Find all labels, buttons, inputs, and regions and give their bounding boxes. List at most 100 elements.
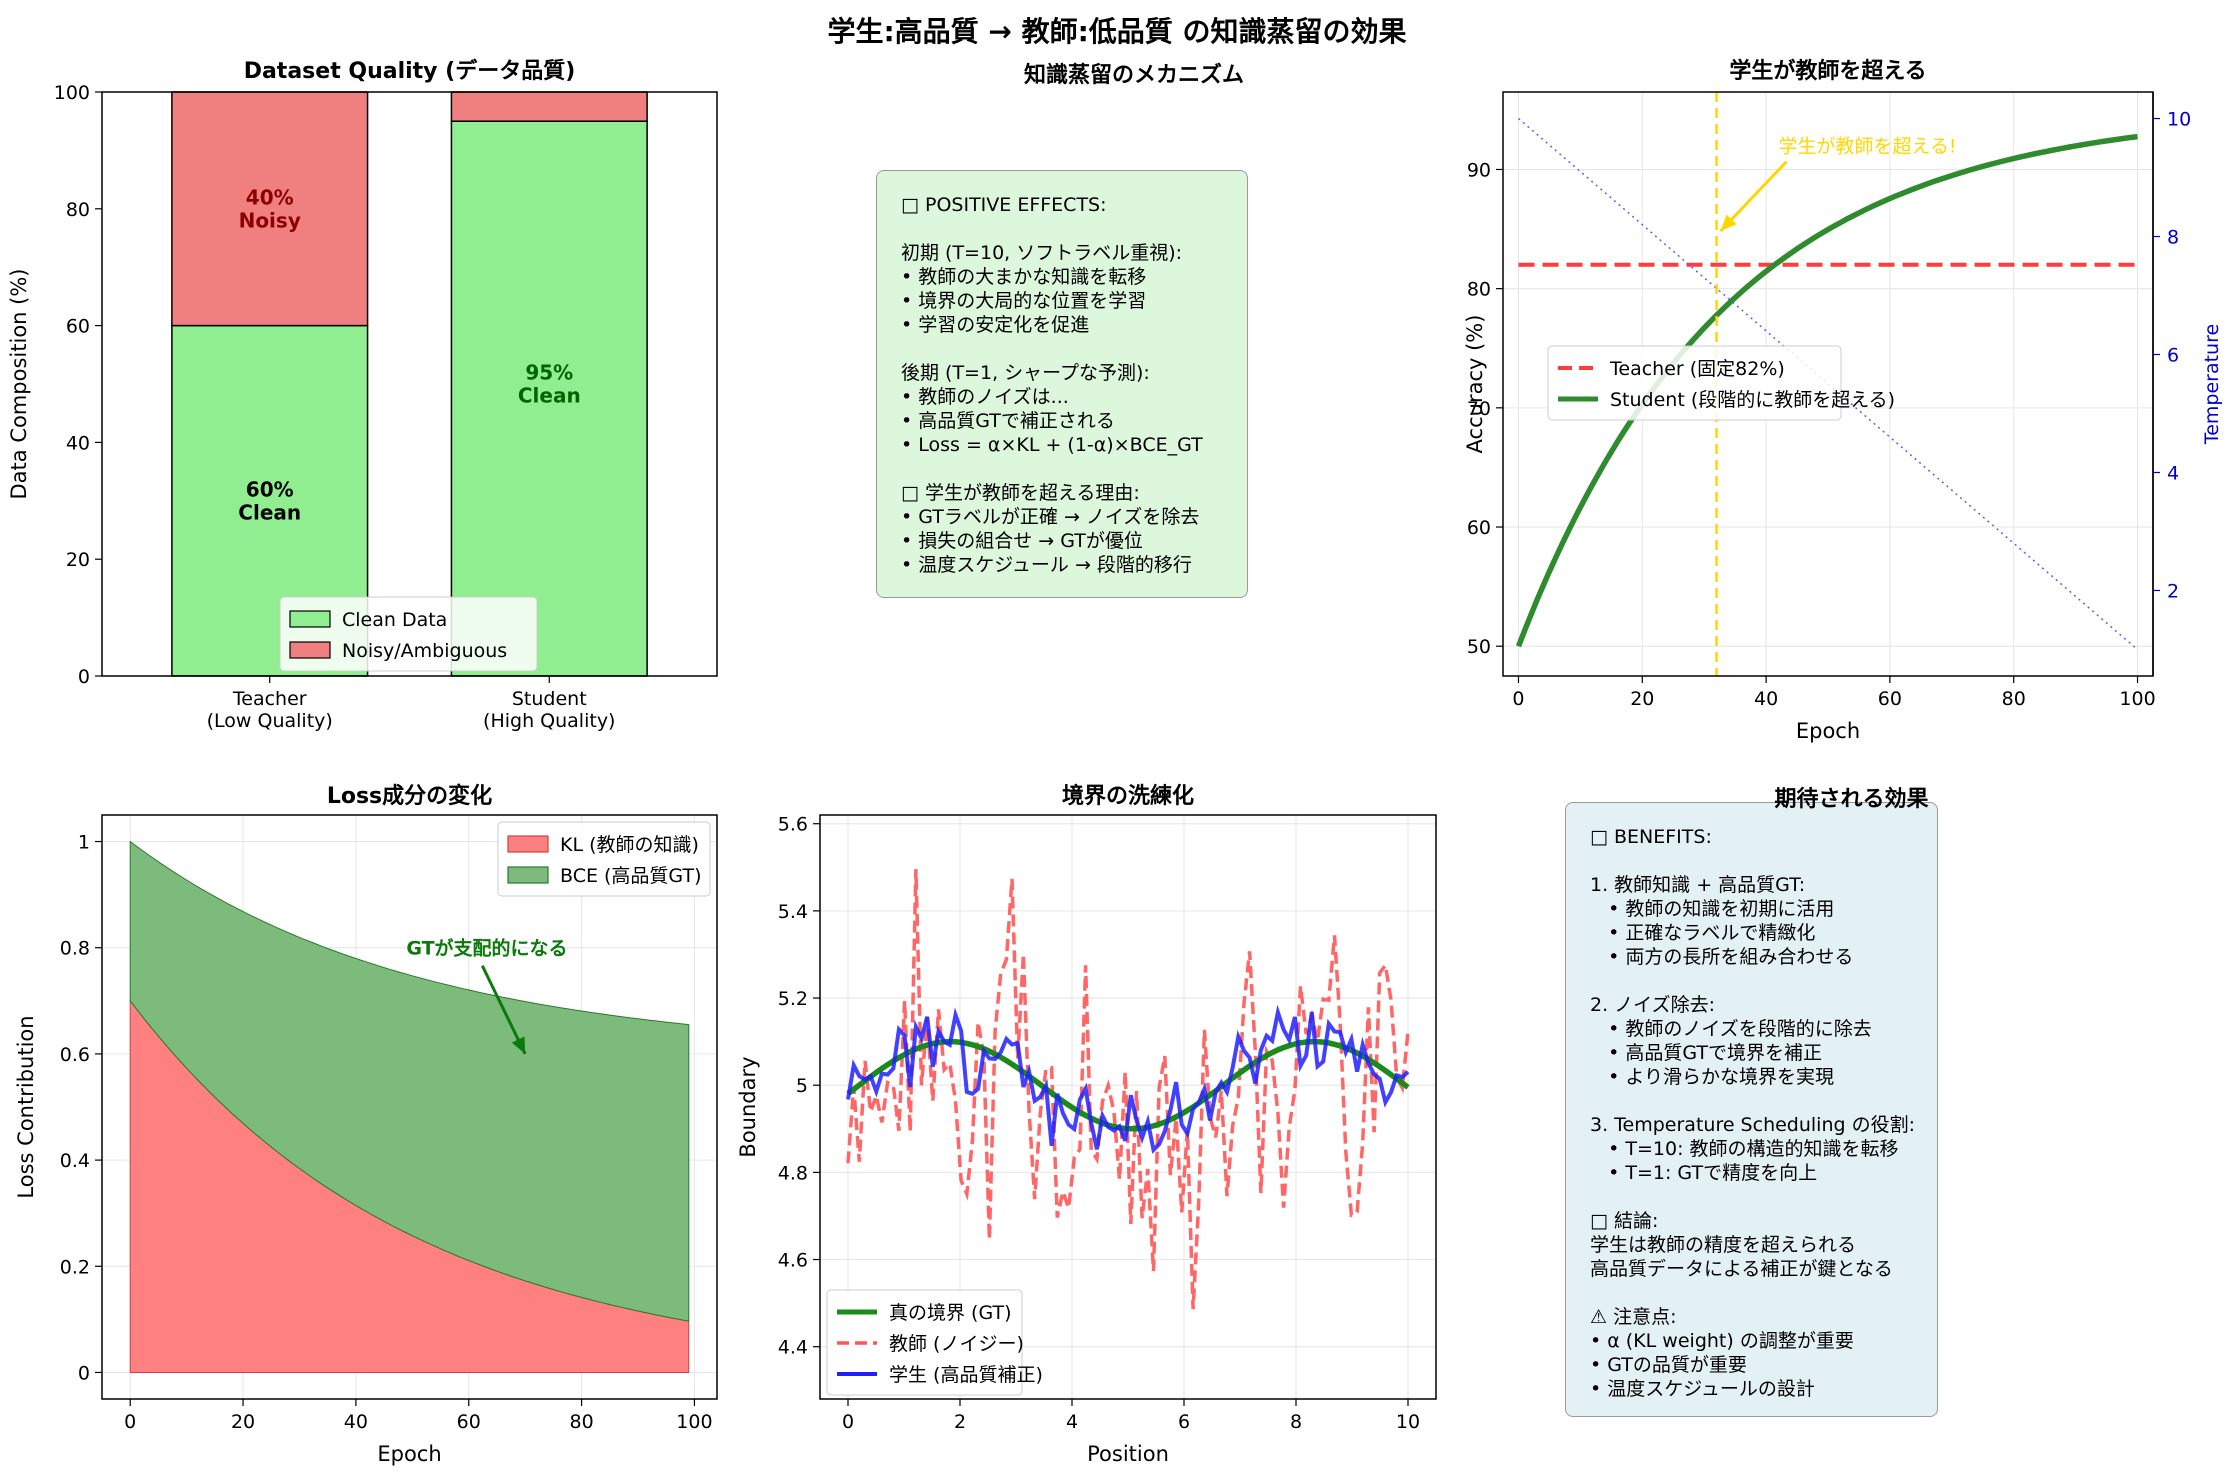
accuracy-xtick-label: 20 xyxy=(1630,688,1654,710)
quality-ylabel: Data Composition (%) xyxy=(7,269,31,500)
quality-legend-swatch xyxy=(290,611,330,627)
mechanism-line: • 境界の大局的な位置を学習 xyxy=(901,289,1223,313)
accuracy-annotation-text: 学生が教師を超える! xyxy=(1778,136,1956,158)
quality-bar-label: 95% Clean xyxy=(518,361,581,408)
accuracy-xtick-label: 100 xyxy=(2119,688,2155,710)
benefits-line: • GTの品質が重要 xyxy=(1590,1353,1913,1377)
accuracy-ytick-label: 80 xyxy=(1467,279,1491,301)
boundary-xtick-label: 0 xyxy=(842,1411,854,1433)
accuracy-ytick-label: 60 xyxy=(1467,517,1491,539)
benefits-line xyxy=(1590,1281,1913,1305)
benefits-line: • 教師の知識を初期に活用 xyxy=(1590,897,1913,921)
benefits-line: • より滑らかな境界を実現 xyxy=(1590,1065,1913,1089)
accuracy-legend-label: Teacher (固定82%) xyxy=(1609,358,1785,380)
benefits-line: • T=10: 教師の構造的知識を転移 xyxy=(1590,1137,1913,1161)
mechanism-line xyxy=(901,217,1223,241)
accuracy-ylabel: Accuracy (%) xyxy=(1463,315,1487,454)
mechanism-line xyxy=(901,457,1223,481)
loss-ytick-label: 1 xyxy=(78,832,90,854)
accuracy-y2tick-label: 8 xyxy=(2167,227,2179,249)
quality-ytick-label: 20 xyxy=(66,549,90,571)
quality-category-label: Student (High Quality) xyxy=(483,688,615,732)
benefits-line: • 教師のノイズを段階的に除去 xyxy=(1590,1017,1913,1041)
boundary-title: 境界の洗練化 xyxy=(1062,783,1194,809)
loss-title: Loss成分の変化 xyxy=(327,783,492,809)
boundary-teacher-line xyxy=(848,869,1408,1309)
boundary-ytick-label: 4.4 xyxy=(778,1337,808,1359)
mechanism-line: □ POSITIVE EFFECTS: xyxy=(901,193,1223,217)
boundary-xtick-label: 2 xyxy=(954,1411,966,1433)
quality-legend-label: Clean Data xyxy=(342,609,447,631)
mechanism-line: □ 学生が教師を超える理由: xyxy=(901,481,1223,505)
boundary-legend-label: 教師 (ノイジー) xyxy=(889,1333,1024,1355)
mechanism-panel-title: 知識蒸留のメカニズム xyxy=(876,57,1392,89)
loss-ylabel: Loss Contribution xyxy=(14,1015,38,1198)
accuracy-title: 学生が教師を超える xyxy=(1729,58,1926,84)
benefits-line: 高品質データによる補正が鍵となる xyxy=(1590,1257,1913,1281)
quality-title: Dataset Quality (データ品質) xyxy=(244,58,576,84)
quality-bar-noisy xyxy=(451,92,647,121)
accuracy-y2tick-label: 6 xyxy=(2167,345,2179,367)
boundary-ytick-label: 5.6 xyxy=(778,814,808,836)
benefits-line xyxy=(1590,1089,1913,1113)
accuracy-xtick-label: 60 xyxy=(1878,688,1902,710)
mechanism-line: • 高品質GTで補正される xyxy=(901,409,1223,433)
boundary-student-line xyxy=(848,1012,1408,1150)
benefits-line: • T=1: GTで精度を向上 xyxy=(1590,1161,1913,1185)
loss-ytick-label: 0.2 xyxy=(60,1256,90,1278)
quality-ytick-label: 100 xyxy=(54,82,90,104)
benefits-line: □ BENEFITS: xyxy=(1590,825,1913,849)
accuracy-xlabel: Epoch xyxy=(1796,719,1860,743)
quality-ytick-label: 40 xyxy=(66,432,90,454)
benefits-line: 3. Temperature Scheduling の役割: xyxy=(1590,1113,1913,1137)
accuracy-xtick-label: 80 xyxy=(2002,688,2026,710)
mechanism-line: • GTラベルが正確 → ノイズを除去 xyxy=(901,505,1223,529)
accuracy-y2tick-label: 4 xyxy=(2167,462,2179,484)
boundary-xtick-label: 10 xyxy=(1396,1411,1420,1433)
boundary-legend-label: 学生 (高品質補正) xyxy=(889,1364,1043,1386)
benefits-text-box: □ BENEFITS: 1. 教師知識 + 高品質GT: • 教師の知識を初期に… xyxy=(1565,802,1938,1417)
benefits-line: □ 結論: xyxy=(1590,1209,1913,1233)
boundary-ytick-label: 5 xyxy=(796,1075,808,1097)
benefits-line: • 両方の長所を組み合わせる xyxy=(1590,945,1913,969)
benefits-line xyxy=(1590,969,1913,993)
loss-xtick-label: 20 xyxy=(231,1411,255,1433)
benefits-line: 2. ノイズ除去: xyxy=(1590,993,1913,1017)
loss-legend-label: KL (教師の知識) xyxy=(560,834,699,856)
benefits-line: • α (KL weight) の調整が重要 xyxy=(1590,1329,1913,1353)
boundary-xlabel: Position xyxy=(1087,1442,1169,1466)
loss-ytick-label: 0.8 xyxy=(60,938,90,960)
benefits-line: 1. 教師知識 + 高品質GT: xyxy=(1590,873,1913,897)
accuracy-ytick-label: 90 xyxy=(1467,159,1491,181)
benefits-line: ⚠ 注意点: xyxy=(1590,1305,1913,1329)
loss-ytick-label: 0 xyxy=(78,1362,90,1384)
accuracy-y2tick-label: 2 xyxy=(2167,580,2179,602)
quality-legend-swatch xyxy=(290,642,330,658)
benefits-line: 学生は教師の精度を超えられる xyxy=(1590,1233,1913,1257)
quality-category-label: Teacher (Low Quality) xyxy=(207,688,333,732)
mechanism-line: • Loss = α×KL + (1-α)×BCE_GT xyxy=(901,433,1223,457)
boundary-ytick-label: 4.8 xyxy=(778,1162,808,1184)
loss-legend-label: BCE (高品質GT) xyxy=(560,865,702,887)
mechanism-line: • 損失の組合せ → GTが優位 xyxy=(901,529,1223,553)
accuracy-xtick-label: 0 xyxy=(1512,688,1524,710)
loss-ytick-label: 0.4 xyxy=(60,1150,90,1172)
boundary-ylabel: Boundary xyxy=(736,1056,760,1157)
boundary-ytick-label: 4.6 xyxy=(778,1250,808,1272)
quality-ytick-label: 0 xyxy=(78,666,90,688)
mechanism-line: • 教師の大まかな知識を転移 xyxy=(901,265,1223,289)
benefits-line xyxy=(1590,849,1913,873)
accuracy-xtick-label: 40 xyxy=(1754,688,1778,710)
accuracy-y2label: Temperature xyxy=(2201,324,2223,445)
benefits-panel-title: 期待される効果 xyxy=(1565,781,2138,813)
mechanism-line xyxy=(901,337,1223,361)
quality-ytick-label: 80 xyxy=(66,199,90,221)
mechanism-line: • 温度スケジュール → 段階的移行 xyxy=(901,553,1223,577)
mechanism-line: 後期 (T=1, シャープな予測): xyxy=(901,361,1223,385)
loss-legend-swatch xyxy=(508,836,548,852)
benefits-line: • 温度スケジュールの設計 xyxy=(1590,1377,1913,1401)
boundary-ytick-label: 5.4 xyxy=(778,901,808,923)
loss-legend-swatch xyxy=(508,867,548,883)
mechanism-line: 初期 (T=10, ソフトラベル重視): xyxy=(901,241,1223,265)
quality-bar-label: 40% Noisy xyxy=(239,185,301,232)
